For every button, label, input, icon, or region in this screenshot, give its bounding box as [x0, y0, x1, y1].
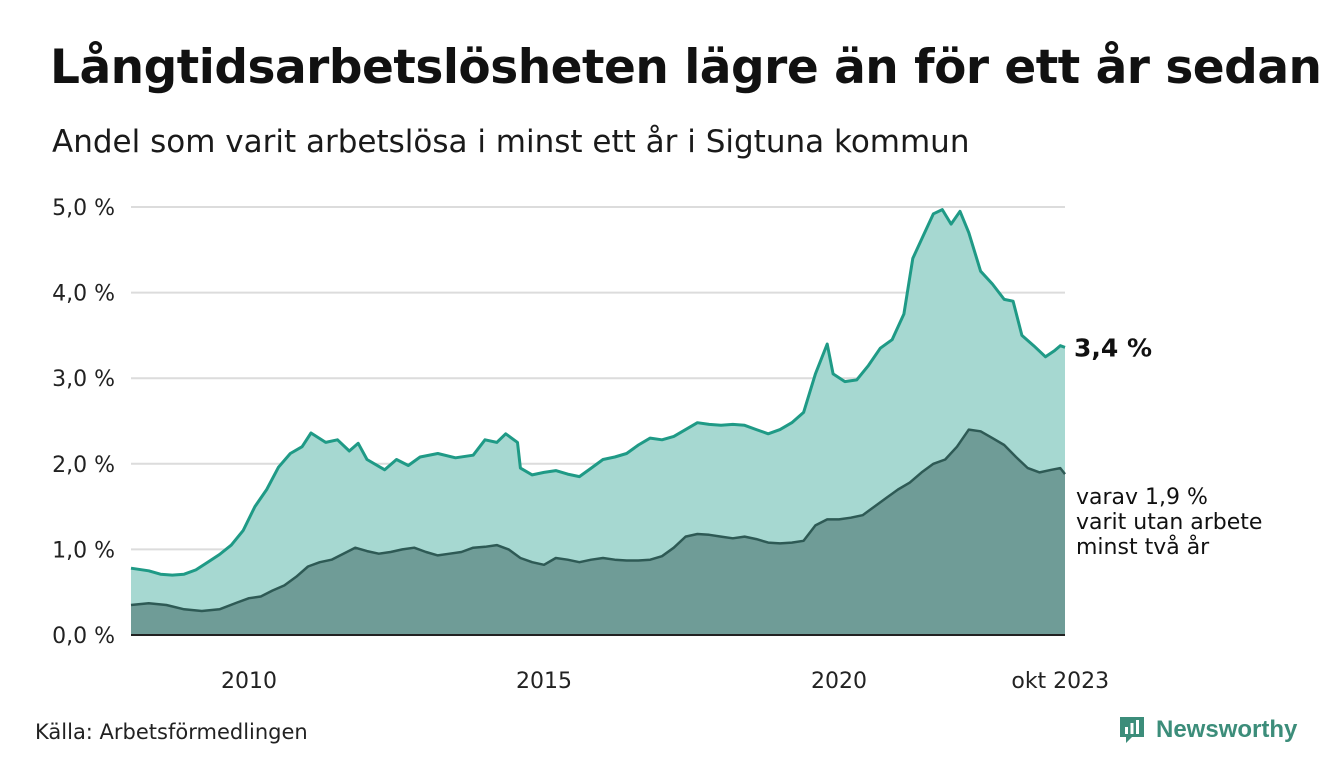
source-note: Källa: Arbetsförmedlingen — [35, 720, 308, 744]
series-end-label-sub: varit utan arbete — [1076, 510, 1262, 535]
x-tick-label: 2020 — [811, 669, 867, 694]
x-tick-label: 2010 — [221, 669, 277, 694]
two-year-unemployed-line — [130, 428, 1066, 613]
newsworthy-logo-icon — [1120, 717, 1144, 743]
y-tick-label: 1,0 % — [52, 538, 115, 563]
series-end-label-main: 3,4 % — [1074, 333, 1152, 362]
y-tick-label: 4,0 % — [52, 282, 115, 307]
chart-title: Långtidsarbetslösheten lägre än för ett … — [50, 40, 1322, 95]
brand-logo[interactable]: Newsworthy — [1118, 714, 1297, 746]
y-tick-label: 5,0 % — [52, 196, 115, 221]
y-tick-label: 2,0 % — [52, 453, 115, 478]
chart-subtitle: Andel som varit arbetslösa i minst ett å… — [52, 124, 970, 160]
long-term-unemployed-line — [130, 208, 1066, 577]
x-tick-label: 2015 — [516, 669, 572, 694]
brand-name: Newsworthy — [1156, 716, 1298, 743]
series-end-label-sub: minst två år — [1076, 534, 1210, 560]
series-end-label-sub: varav 1,9 % — [1076, 485, 1208, 510]
axis-layer: 0,0 % 1,0 % 2,0 % 3,0 % 4,0 % 5,0 % 2010 2015 20… — [52, 196, 1109, 694]
area-layer — [130, 208, 1066, 635]
x-tick-label: okt 2023 — [1011, 669, 1109, 694]
y-tick-label: 0,0 % — [52, 624, 115, 649]
y-tick-label: 3,0 % — [52, 367, 115, 392]
two-year-unemployed-area — [131, 429, 1065, 635]
